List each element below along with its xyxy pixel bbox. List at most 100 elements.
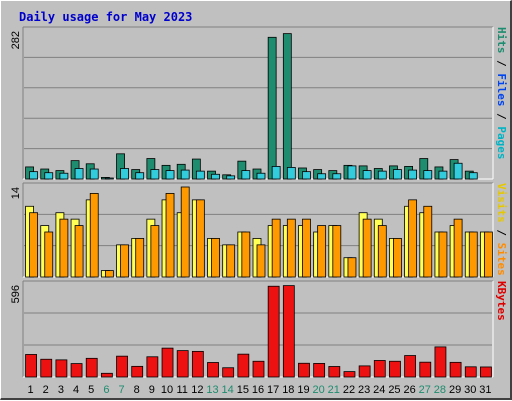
bar-hits-18 bbox=[282, 33, 292, 180]
bar-sites-18 bbox=[286, 218, 296, 278]
y-max-label: 596 bbox=[10, 285, 22, 303]
x-tick-label: 4 bbox=[73, 384, 79, 396]
bar-kbytes-10 bbox=[161, 347, 174, 378]
bar-kbytes-18 bbox=[282, 285, 295, 378]
bar-sites-17 bbox=[271, 218, 281, 278]
bar-kbytes-5 bbox=[85, 357, 98, 378]
bar-pages-9 bbox=[150, 169, 160, 180]
y-axis-title-part: Visits bbox=[495, 183, 508, 223]
bar-hits-17 bbox=[267, 36, 277, 180]
x-tick-label: 31 bbox=[479, 384, 491, 396]
bar-sites-29 bbox=[453, 218, 463, 278]
bar-sites-13 bbox=[211, 238, 220, 278]
bar-kbytes-21 bbox=[328, 366, 341, 378]
x-tick-label: 18 bbox=[282, 384, 294, 396]
x-tick-label: 11 bbox=[176, 384, 187, 396]
x-tick-label: 12 bbox=[191, 384, 203, 396]
y-axis-title: Visits / Sites bbox=[495, 183, 508, 276]
bar-kbytes-28 bbox=[434, 346, 447, 378]
bar-sites-1 bbox=[29, 212, 38, 278]
bar-sites-19 bbox=[302, 218, 311, 278]
bar-kbytes-3 bbox=[55, 359, 68, 378]
x-tick-label: 26 bbox=[403, 384, 415, 396]
bar-sites-6 bbox=[104, 270, 114, 278]
bar-sites-16 bbox=[256, 244, 266, 278]
x-tick-label: 7 bbox=[118, 384, 124, 396]
bar-pages-30 bbox=[468, 172, 478, 180]
bar-sites-14 bbox=[226, 244, 236, 278]
x-tick-label: 24 bbox=[373, 384, 385, 396]
y-axis-title-part: Files bbox=[495, 73, 508, 106]
bar-kbytes-1 bbox=[25, 354, 37, 378]
bar-pages-22 bbox=[347, 165, 357, 180]
x-tick-label: 29 bbox=[449, 384, 461, 396]
bar-kbytes-30 bbox=[464, 366, 477, 378]
bar-pages-1 bbox=[29, 171, 38, 180]
bar-pages-29 bbox=[453, 162, 463, 180]
x-tick-label: 19 bbox=[297, 384, 309, 396]
bar-kbytes-29 bbox=[449, 361, 462, 378]
panel-kbytes: 596 KBytes bbox=[10, 280, 508, 378]
bar-pages-19 bbox=[302, 171, 311, 180]
x-tick-label: 15 bbox=[237, 384, 249, 396]
bar-sites-15 bbox=[241, 231, 251, 278]
bar-pages-15 bbox=[241, 170, 251, 180]
x-tick-label: 13 bbox=[206, 384, 218, 396]
bar-pages-23 bbox=[362, 170, 372, 180]
bar-kbytes-17 bbox=[267, 285, 280, 378]
y-axis-title-part: Pages bbox=[495, 126, 508, 159]
x-tick-label: 14 bbox=[222, 384, 234, 396]
bar-pages-14 bbox=[226, 175, 236, 180]
bar-kbytes-2 bbox=[40, 358, 53, 378]
bar-kbytes-13 bbox=[207, 362, 219, 378]
bar-sites-5 bbox=[89, 193, 99, 278]
bar-kbytes-22 bbox=[343, 371, 356, 378]
bar-kbytes-9 bbox=[146, 356, 159, 378]
bar-sites-2 bbox=[44, 231, 54, 278]
bar-sites-27 bbox=[423, 205, 433, 278]
y-axis-title: Hits / Files / Pages bbox=[495, 27, 508, 160]
x-tick-label: 20 bbox=[313, 384, 325, 396]
bar-pages-20 bbox=[317, 173, 327, 180]
bar-kbytes-26 bbox=[404, 355, 417, 378]
bar-sites-23 bbox=[362, 218, 372, 278]
bar-kbytes-23 bbox=[358, 365, 371, 378]
bar-kbytes-15 bbox=[237, 353, 250, 378]
bar-pages-4 bbox=[74, 168, 84, 180]
bar-sites-7 bbox=[120, 244, 129, 278]
bar-kbytes-20 bbox=[313, 363, 326, 378]
bar-sites-26 bbox=[408, 199, 418, 278]
bar-sites-12 bbox=[195, 199, 205, 278]
bar-pages-10 bbox=[165, 170, 175, 180]
y-axis-title: KBytes bbox=[495, 281, 508, 321]
bar-kbytes-4 bbox=[70, 363, 83, 378]
x-tick-label: 25 bbox=[388, 384, 400, 396]
y-axis-title-part: Sites bbox=[495, 243, 508, 276]
x-tick-label: 23 bbox=[358, 384, 370, 396]
bar-sites-22 bbox=[347, 257, 357, 278]
panel-sites-visits: 14 Visits / Sites bbox=[10, 182, 508, 278]
bar-kbytes-14 bbox=[222, 367, 235, 378]
bar-kbytes-12 bbox=[191, 350, 204, 378]
bar-sites-21 bbox=[332, 225, 342, 278]
y-axis-title-separator: / bbox=[495, 107, 508, 127]
bar-pages-28 bbox=[438, 170, 448, 180]
bar-pages-24 bbox=[377, 170, 387, 180]
bar-pages-17 bbox=[271, 166, 281, 180]
x-tick-label: 8 bbox=[134, 384, 140, 396]
bar-pages-2 bbox=[44, 172, 54, 180]
y-axis-title-part: Hits bbox=[495, 27, 508, 54]
x-tick-label: 2 bbox=[43, 384, 49, 396]
bar-sites-30 bbox=[468, 231, 478, 278]
bar-sites-4 bbox=[74, 225, 84, 278]
x-tick-label: 16 bbox=[252, 384, 264, 396]
bar-sites-20 bbox=[317, 225, 327, 278]
bar-kbytes-7 bbox=[116, 355, 128, 378]
bar-kbytes-19 bbox=[298, 362, 310, 378]
bar-sites-3 bbox=[59, 218, 69, 278]
panel-hits-pages: 282 Hits / Files / Pages bbox=[10, 26, 508, 180]
bar-kbytes-11 bbox=[176, 350, 189, 378]
chart-title: Daily usage for May 2023 bbox=[19, 10, 192, 24]
bar-kbytes-16 bbox=[252, 360, 265, 378]
